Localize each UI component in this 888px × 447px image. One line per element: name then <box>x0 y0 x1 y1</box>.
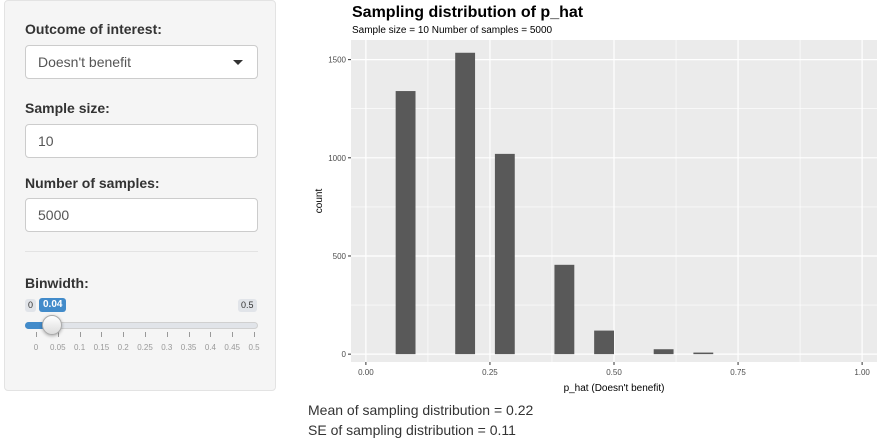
slider-tick <box>79 332 81 337</box>
slider-tick <box>188 332 190 337</box>
histogram-bar <box>494 153 515 355</box>
num-samples-label: Number of samples: <box>25 175 160 191</box>
divider <box>25 251 258 252</box>
y-tick-label: 1000 <box>328 154 346 163</box>
chevron-down-icon <box>233 60 243 65</box>
sidebar-panel: Outcome of interest: Doesn't benefit Sam… <box>4 0 276 391</box>
slider-tick-label: 0.15 <box>93 343 110 352</box>
slider-tick-label: 0.45 <box>224 343 240 352</box>
se-summary: SE of sampling distribution = 0.11 <box>308 422 516 438</box>
slider-tick <box>123 332 125 337</box>
num-samples-input[interactable]: 5000 <box>25 198 258 232</box>
slider-value-label: 0.04 <box>39 298 67 312</box>
slider-tick-label: 0.4 <box>204 343 216 352</box>
histogram-chart: 0 500 1000 1500 0.00 0.25 0.50 0.75 1.00 p_hat … <box>314 40 877 394</box>
slider-handle[interactable] <box>42 315 62 335</box>
slider-tick-label: 0.35 <box>180 343 197 352</box>
outcome-select-value: Doesn't benefit <box>38 54 131 70</box>
plot-title: Sampling distribution of p_hat <box>352 4 584 21</box>
slider-tick <box>57 332 59 337</box>
y-tick-label: 0 <box>342 350 347 359</box>
histogram-bar <box>455 52 476 355</box>
slider-tick <box>232 332 234 337</box>
slider-tick-label: 0.25 <box>137 343 153 352</box>
histogram-bar <box>693 352 714 355</box>
y-axis-label: count <box>314 189 325 214</box>
sample-size-label: Sample size: <box>25 100 110 116</box>
slider-tick-label: 0.3 <box>161 343 173 352</box>
histogram-bar <box>395 91 416 355</box>
sample-size-value: 10 <box>38 133 54 149</box>
slider-tick <box>145 332 146 337</box>
slider-tick-label: 0 <box>33 343 39 352</box>
sample-size-input[interactable]: 10 <box>25 124 258 158</box>
x-tick-label: 0.75 <box>730 368 746 377</box>
x-axis-label: p_hat (Doesn't benefit) <box>564 383 665 394</box>
y-axis: 0 500 1000 1500 <box>328 56 351 359</box>
histogram-bar <box>653 349 674 355</box>
x-tick-label: 1.00 <box>854 368 870 377</box>
x-tick-label: 0.25 <box>482 368 498 377</box>
outcome-label: Outcome of interest: <box>25 21 162 37</box>
x-tick-label: 0.50 <box>606 368 622 377</box>
slider-tick <box>101 332 103 337</box>
y-tick-label: 1500 <box>328 56 346 65</box>
y-tick-label: 500 <box>333 252 347 261</box>
histogram-bar <box>554 264 575 355</box>
x-tick-label: 0.00 <box>358 368 374 377</box>
slider-tick-label: 0.2 <box>117 343 129 352</box>
slider-fill <box>25 322 53 329</box>
slider-min-label: 0 <box>25 299 37 312</box>
slider-tick-label: 0.5 <box>248 343 260 352</box>
x-axis: 0.00 0.25 0.50 0.75 1.00 <box>358 362 870 377</box>
plot-subtitle: Sample size = 10 Number of samples = 500… <box>352 25 553 36</box>
slider-tick-label: 0.05 <box>50 343 66 352</box>
num-samples-value: 5000 <box>38 207 70 223</box>
histogram-bar <box>594 330 614 355</box>
mean-summary: Mean of sampling distribution = 0.22 <box>308 402 534 418</box>
slider-tick-label: 0.1 <box>74 343 86 352</box>
slider-tick <box>210 332 212 337</box>
slider-tick <box>36 332 37 337</box>
outcome-select[interactable]: Doesn't benefit <box>25 45 258 79</box>
binwidth-label: Binwidth: <box>25 275 89 291</box>
bars <box>395 52 714 355</box>
slider-tick <box>166 332 168 337</box>
slider-tick <box>254 332 255 337</box>
slider-max-label: 0.5 <box>238 299 257 312</box>
